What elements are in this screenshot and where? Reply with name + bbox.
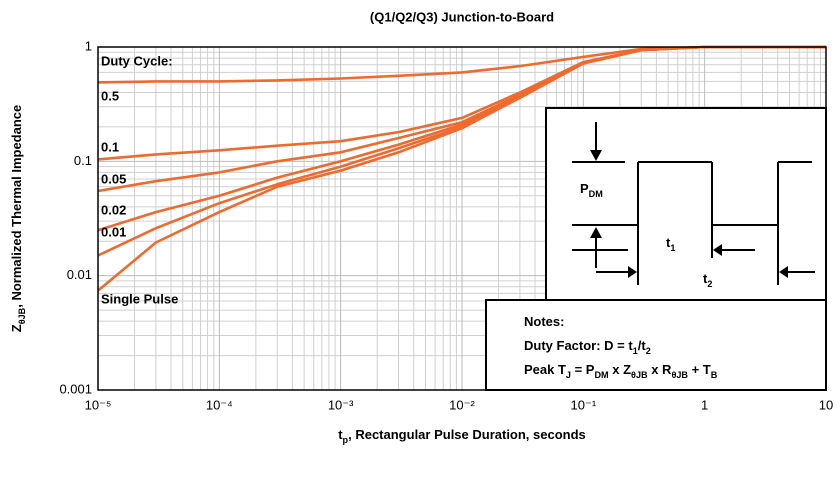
- note-line-part: 1: [633, 346, 638, 356]
- arrow-head: [590, 150, 602, 161]
- note-line-part: Duty Factor: D = t: [524, 338, 633, 353]
- arrow-head: [713, 244, 722, 256]
- note-line-part: 2: [646, 346, 651, 356]
- series-label: Single Pulse: [101, 291, 178, 306]
- x-axis-label-part: , Rectangular Pulse Duration, seconds: [348, 427, 586, 442]
- t2-label-part: t: [703, 271, 708, 286]
- x-tick-label: 10⁻⁴: [206, 397, 233, 412]
- note-line-part: θJB: [671, 370, 688, 380]
- pdm-label-part: P: [580, 181, 589, 196]
- x-axis-label: tp, Rectangular Pulse Duration, seconds: [338, 427, 586, 445]
- legend-title: Duty Cycle:: [101, 53, 173, 68]
- inset-box: [545, 107, 827, 301]
- plot-border: [97, 46, 827, 391]
- y-axis-label-part: Z: [9, 324, 24, 332]
- note-line-part: = P: [571, 362, 595, 377]
- series-label: 0.05: [101, 171, 126, 186]
- y-tick-label: 0.1: [74, 153, 92, 168]
- t1-label-part: 1: [670, 243, 675, 253]
- pdm-label-part: DM: [589, 189, 603, 199]
- series-line: [97, 45, 826, 292]
- note-line: Notes:: [524, 314, 564, 329]
- pdm-label: PDM: [580, 181, 603, 199]
- note-line-part: B: [711, 370, 718, 380]
- note-line-part: x R: [648, 362, 672, 377]
- chart-title: (Q1/Q2/Q3) Junction-to-Board: [370, 9, 554, 24]
- note-line-part: J: [566, 370, 571, 380]
- y-tick-label: 0.001: [59, 381, 92, 396]
- t1-label: t1: [666, 235, 675, 253]
- y-axis-label-part: θJB: [17, 307, 27, 324]
- y-axis-label-part: , Normalized Thermal Impedance: [9, 105, 24, 308]
- arrow-head: [779, 266, 788, 278]
- x-tick-label: 10: [819, 397, 833, 412]
- note-line-part: Peak T: [524, 362, 566, 377]
- x-axis-label-part: p: [343, 435, 349, 445]
- arrow-head: [590, 227, 602, 238]
- t2-label-part: 2: [707, 279, 712, 289]
- t1-label-part: t: [666, 235, 671, 250]
- series-label: 0.01: [101, 224, 126, 239]
- x-axis-label-part: t: [338, 427, 343, 442]
- y-axis-label: ZθJB, Normalized Thermal Impedance: [9, 105, 27, 333]
- series-label: 0.02: [101, 202, 126, 217]
- arrow-head: [628, 266, 637, 278]
- note-line-part: DM: [594, 370, 608, 380]
- t2-label: t2: [703, 271, 712, 289]
- note-line-part: /t: [638, 338, 647, 353]
- note-line-part: θJB: [631, 370, 648, 380]
- series-label: 0.1: [101, 139, 119, 154]
- note-line: Duty Factor: D = t1/t2: [524, 338, 651, 356]
- x-tick-label: 10⁻³: [328, 397, 354, 412]
- x-tick-label: 10⁻²: [449, 397, 475, 412]
- notes-box: [485, 299, 827, 391]
- note-line-part: + T: [688, 362, 711, 377]
- note-line-part: x Z: [609, 362, 631, 377]
- x-tick-label: 10⁻⁵: [85, 397, 112, 412]
- note-line-part: Notes:: [524, 314, 564, 329]
- note-line: Peak TJ = PDM x ZθJB x RθJB + TB: [524, 362, 718, 380]
- y-tick-label: 0.01: [67, 267, 92, 282]
- x-tick-label: 10⁻¹: [571, 397, 597, 412]
- y-tick-label: 1: [85, 38, 92, 53]
- series-label: 0.5: [101, 88, 119, 103]
- x-tick-label: 1: [701, 397, 708, 412]
